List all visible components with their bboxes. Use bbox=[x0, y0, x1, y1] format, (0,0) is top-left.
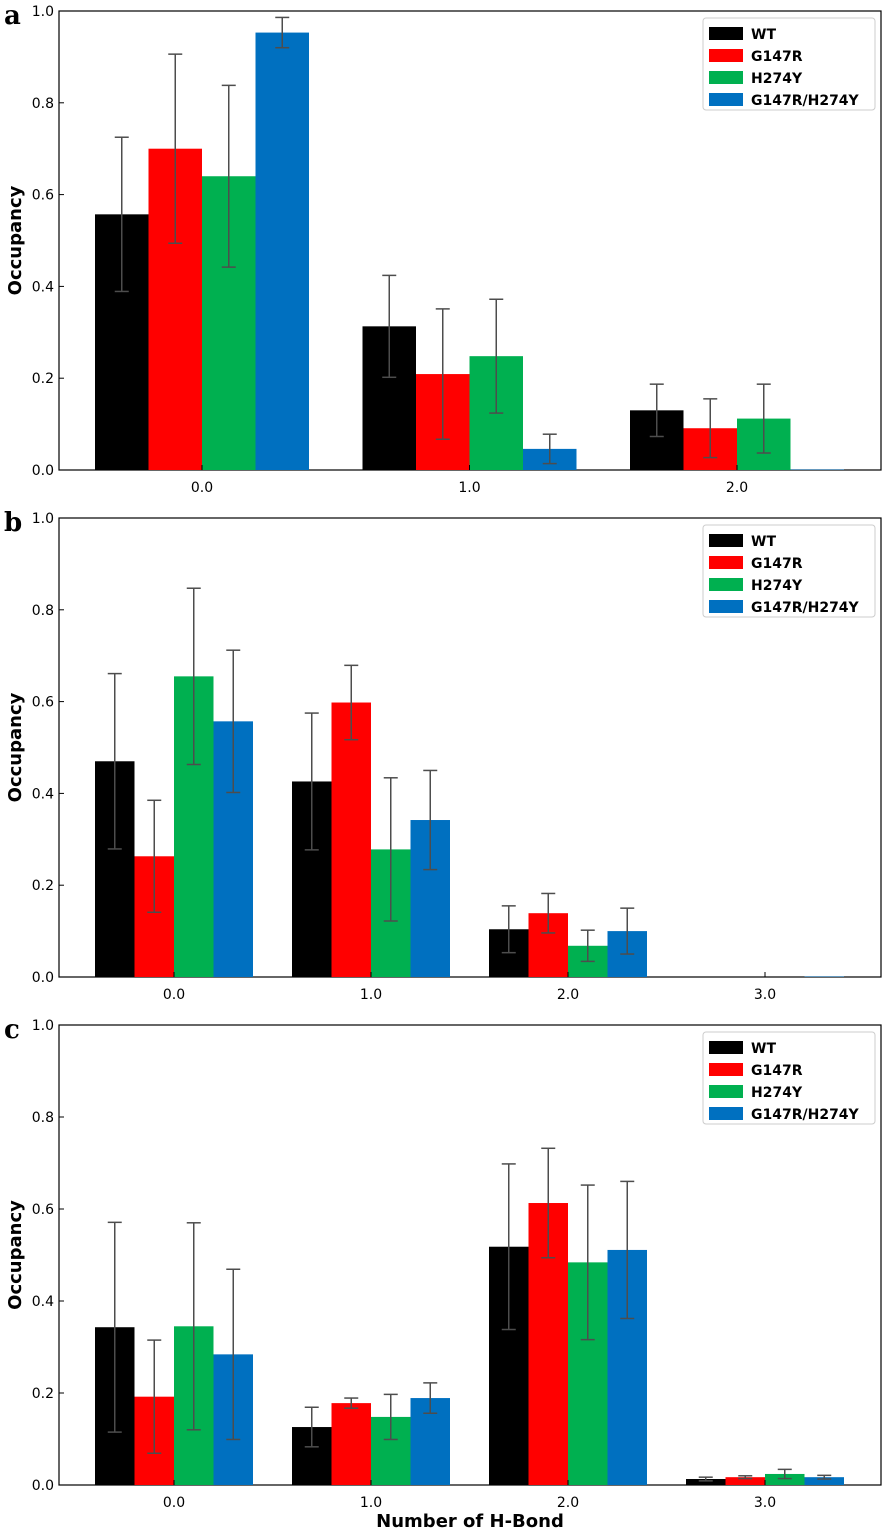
y-tick-label: 0.6 bbox=[32, 1202, 54, 1218]
legend-box bbox=[702, 1031, 876, 1125]
legend-swatch bbox=[709, 1041, 743, 1054]
y-tick-label: 0.8 bbox=[32, 603, 54, 619]
y-tick-label: 0.4 bbox=[32, 279, 54, 295]
y-tick-label: 1.0 bbox=[32, 511, 54, 527]
legend-label: G147R/H274Y bbox=[751, 93, 860, 109]
x-tick-label: 1.0 bbox=[458, 480, 480, 496]
bar bbox=[765, 1473, 805, 1485]
x-tick-label: 1.0 bbox=[360, 987, 382, 1003]
legend-label: H274Y bbox=[751, 1085, 803, 1101]
y-tick-label: 1.0 bbox=[32, 1018, 54, 1034]
y-axis-title: Occupancy bbox=[5, 185, 26, 295]
legend-swatch bbox=[709, 556, 743, 569]
legend-swatch bbox=[709, 578, 743, 591]
y-tick-label: 0.0 bbox=[32, 1478, 54, 1494]
x-tick-label: 2.0 bbox=[557, 987, 579, 1003]
y-tick-label: 0.2 bbox=[32, 878, 54, 894]
panel-letter: c bbox=[4, 1015, 20, 1045]
x-tick-label: 2.0 bbox=[557, 1495, 579, 1511]
y-tick-label: 0.2 bbox=[32, 371, 54, 387]
plot-frame bbox=[58, 1024, 882, 1486]
panel-letter: a bbox=[4, 1, 21, 31]
x-tick-label: 1.0 bbox=[360, 1495, 382, 1511]
legend-label: WT bbox=[751, 1041, 776, 1057]
bar bbox=[331, 1403, 371, 1485]
legend-label: H274Y bbox=[751, 71, 803, 87]
panel-letter: b bbox=[4, 508, 22, 538]
legend-box bbox=[702, 524, 876, 618]
legend-label: G147R bbox=[751, 556, 803, 572]
legend-label: WT bbox=[751, 27, 776, 43]
y-tick-label: 0.6 bbox=[32, 695, 54, 711]
legend-swatch bbox=[709, 49, 743, 62]
legend-label: WT bbox=[751, 534, 776, 550]
bar bbox=[331, 702, 371, 977]
x-tick-label: 0.0 bbox=[191, 480, 213, 496]
x-tick-label: 3.0 bbox=[754, 987, 776, 1003]
plot-frame bbox=[58, 517, 882, 978]
legend-swatch bbox=[709, 1085, 743, 1098]
legend-label: G147R bbox=[751, 49, 803, 65]
y-tick-label: 0.8 bbox=[32, 96, 54, 112]
legend-label: H274Y bbox=[751, 578, 803, 594]
x-axis-title: Number of H-Bond bbox=[376, 1511, 564, 1532]
y-axis-title: Occupancy bbox=[5, 1200, 26, 1310]
legend-swatch bbox=[709, 600, 743, 613]
y-axis-title: Occupancy bbox=[5, 692, 26, 802]
bar bbox=[804, 1477, 844, 1485]
y-tick-label: 0.4 bbox=[32, 786, 54, 802]
legend: WT G147R H274Y G147R/H274Y bbox=[702, 1031, 876, 1125]
x-tick-label: 0.0 bbox=[163, 987, 185, 1003]
y-tick-label: 0.6 bbox=[32, 188, 54, 204]
legend-label: G147R bbox=[751, 1063, 803, 1079]
panel-a: a 0.0 0.2 0.4 0.6 0.8 1.0 Occupancy 0.0 1.0 2.0 WT G… bbox=[4, 1, 882, 496]
y-tick-label: 0.2 bbox=[32, 1386, 54, 1402]
y-tick-label: 0.8 bbox=[32, 1110, 54, 1126]
bar bbox=[725, 1477, 765, 1485]
x-tick-label: 0.0 bbox=[163, 1495, 185, 1511]
y-tick-label: 0.4 bbox=[32, 1294, 54, 1310]
y-tick-label: 0.0 bbox=[32, 970, 54, 986]
legend-swatch bbox=[709, 1107, 743, 1120]
legend-swatch bbox=[709, 27, 743, 40]
legend-swatch bbox=[709, 71, 743, 84]
bar bbox=[255, 32, 309, 471]
panel-b: b 0.0 0.2 0.4 0.6 0.8 1.0 Occupancy 0.0 1.0 2.0 3.0… bbox=[4, 508, 882, 1003]
legend-swatch bbox=[709, 1063, 743, 1076]
legend-swatch bbox=[709, 534, 743, 547]
y-tick-label: 0.0 bbox=[32, 463, 54, 479]
legend-label: G147R/H274Y bbox=[751, 600, 860, 616]
legend-box bbox=[702, 17, 876, 111]
x-tick-label: 3.0 bbox=[754, 1495, 776, 1511]
legend-label: G147R/H274Y bbox=[751, 1107, 860, 1123]
panel-c: c 0.0 0.2 0.4 0.6 0.8 1.0 Occupancy 0.0 1.0 2.0 3.0… bbox=[4, 1015, 882, 1511]
legend-swatch bbox=[709, 93, 743, 106]
legend: WT G147R H274Y G147R/H274Y bbox=[702, 524, 876, 618]
y-tick-label: 1.0 bbox=[32, 4, 54, 20]
x-tick-label: 2.0 bbox=[726, 480, 748, 496]
legend: WT G147R H274Y G147R/H274Y bbox=[702, 17, 876, 111]
bar bbox=[686, 1479, 726, 1485]
